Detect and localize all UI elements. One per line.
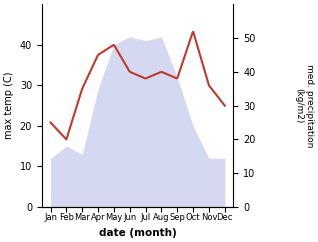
X-axis label: date (month): date (month)	[99, 228, 176, 238]
Y-axis label: med. precipitation
(kg/m2): med. precipitation (kg/m2)	[294, 64, 314, 147]
Y-axis label: max temp (C): max temp (C)	[4, 72, 14, 139]
